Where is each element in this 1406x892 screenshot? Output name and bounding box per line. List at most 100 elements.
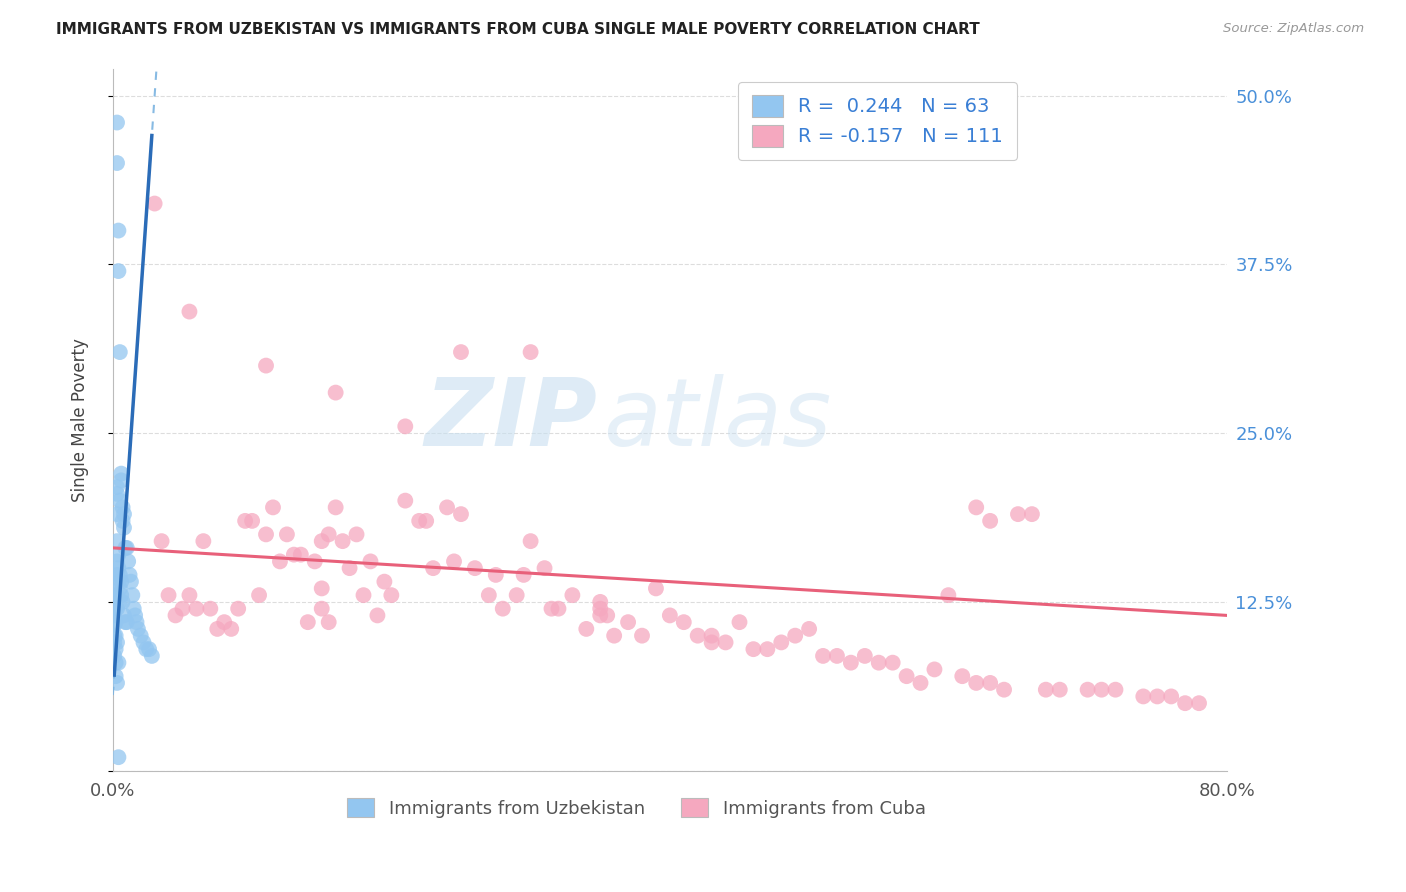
Point [700,635,723,649]
Point [112,521,135,535]
Point [485,568,508,582]
Point [104,669,127,683]
Point [157,588,180,602]
Point [979,514,1001,528]
Point [575,622,598,636]
Point [589,601,612,615]
Point [165,608,187,623]
Point [589,608,612,623]
Point [143,196,166,211]
Point [589,595,612,609]
Point [108,345,131,359]
Point [950,669,973,683]
Point [311,582,333,596]
Point [111,595,134,609]
Point [443,554,465,568]
Point [105,554,128,568]
Point [756,642,779,657]
Point [200,601,222,615]
Point [247,588,270,602]
Point [110,467,132,481]
Point [172,601,194,615]
Point [141,648,163,663]
Point [115,615,138,629]
Point [1174,696,1197,710]
Point [505,588,527,602]
Point [700,629,723,643]
Y-axis label: Single Male Poverty: Single Male Poverty [72,338,89,501]
Point [450,345,472,359]
Point [110,574,132,589]
Point [290,548,312,562]
Point [105,487,128,501]
Legend: Immigrants from Uzbekistan, Immigrants from Cuba: Immigrants from Uzbekistan, Immigrants f… [340,791,932,825]
Point [124,608,146,623]
Point [104,601,127,615]
Point [276,527,298,541]
Point [104,642,127,657]
Point [882,656,904,670]
Point [965,500,987,515]
Point [1188,696,1211,710]
Point [938,588,960,602]
Point [120,574,142,589]
Point [1104,682,1126,697]
Point [325,500,347,515]
Point [450,507,472,521]
Point [910,676,932,690]
Point [262,500,284,515]
Point [868,656,890,670]
Point [304,554,326,568]
Point [138,642,160,657]
Point [103,608,125,623]
Point [686,629,709,643]
Point [492,601,515,615]
Point [103,618,125,632]
Point [1049,682,1071,697]
Point [135,642,157,657]
Point [464,561,486,575]
Point [896,669,918,683]
Point [366,608,388,623]
Point [1090,682,1112,697]
Point [422,561,444,575]
Point [118,568,141,582]
Point [540,601,562,615]
Point [436,500,458,515]
Point [561,588,583,602]
Point [122,601,145,615]
Point [785,629,807,643]
Point [114,541,136,555]
Point [103,635,125,649]
Point [478,588,501,602]
Point [226,601,249,615]
Point [104,588,127,602]
Point [924,662,946,676]
Point [380,588,402,602]
Point [105,115,128,129]
Point [1035,682,1057,697]
Text: IMMIGRANTS FROM UZBEKISTAN VS IMMIGRANTS FROM CUBA SINGLE MALE POVERTY CORRELATI: IMMIGRANTS FROM UZBEKISTAN VS IMMIGRANTS… [56,22,980,37]
Point [105,534,128,549]
Point [103,629,125,643]
Point [672,615,695,629]
Point [394,419,416,434]
Point [373,574,395,589]
Point [179,588,201,602]
Point [105,480,128,494]
Point [346,527,368,541]
Text: Source: ZipAtlas.com: Source: ZipAtlas.com [1223,22,1364,36]
Point [658,608,681,623]
Point [108,493,131,508]
Point [254,527,277,541]
Point [114,615,136,629]
Point [179,304,201,318]
Point [332,534,354,549]
Point [645,582,668,596]
Point [311,601,333,615]
Point [408,514,430,528]
Point [297,615,319,629]
Point [127,622,149,636]
Point [107,264,129,278]
Point [415,514,437,528]
